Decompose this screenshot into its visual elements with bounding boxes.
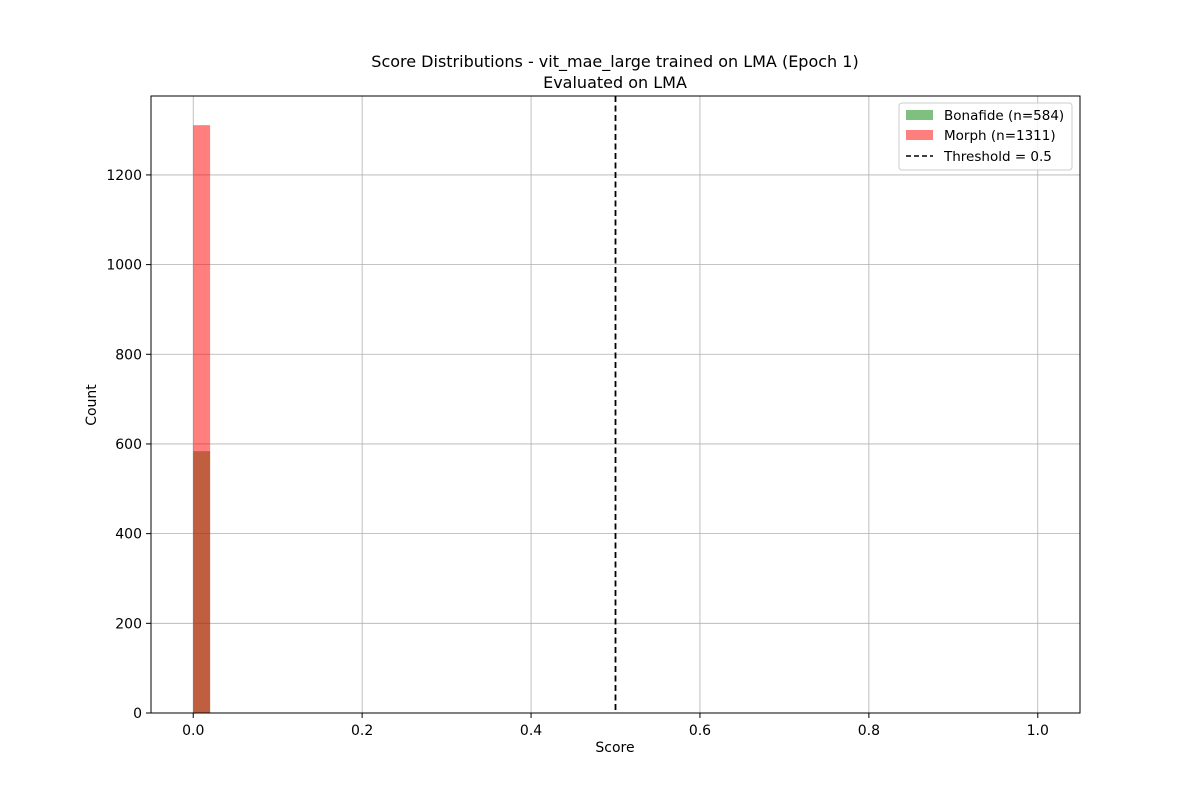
y-tick-label: 1200 (106, 168, 142, 184)
y-axis-label: Count (84, 384, 100, 426)
legend-label-bonafide: Bonafide (n=584) (944, 108, 1064, 124)
legend-label-morph: Morph (n=1311) (944, 128, 1056, 144)
y-tick-label: 200 (115, 616, 142, 632)
legend-swatch-bonafide (906, 110, 933, 120)
x-tick-label: 0.2 (351, 723, 373, 739)
chart-subtitle: Evaluated on LMA (543, 73, 687, 92)
x-tick-label: 1.0 (1027, 723, 1049, 739)
x-tick-label: 0.4 (520, 723, 542, 739)
x-tick-label: 0.0 (182, 723, 204, 739)
x-axis-ticks: 0.0 0.2 0.4 0.6 0.8 1.0 (182, 713, 1049, 739)
histogram-bars (193, 125, 211, 714)
y-tick-label: 800 (115, 347, 142, 363)
x-tick-label: 0.6 (689, 723, 711, 739)
legend-label-threshold: Threshold = 0.5 (943, 149, 1052, 165)
legend-swatch-morph (906, 130, 933, 140)
y-tick-label: 1000 (106, 258, 142, 274)
y-axis-ticks: 0 200 400 600 800 1000 1200 (106, 168, 151, 722)
legend: Bonafide (n=584) Morph (n=1311) Threshol… (898, 102, 1073, 171)
y-tick-label: 0 (133, 706, 142, 722)
y-tick-label: 600 (115, 437, 142, 453)
histogram-bar-morph (193, 125, 211, 714)
x-axis-label: Score (595, 740, 634, 756)
legend-frame (898, 102, 1073, 171)
plot-area-frame (150, 95, 1081, 714)
y-tick-label: 400 (115, 527, 142, 543)
x-tick-label: 0.8 (858, 723, 880, 739)
chart-title: Score Distributions - vit_mae_large trai… (371, 52, 858, 72)
